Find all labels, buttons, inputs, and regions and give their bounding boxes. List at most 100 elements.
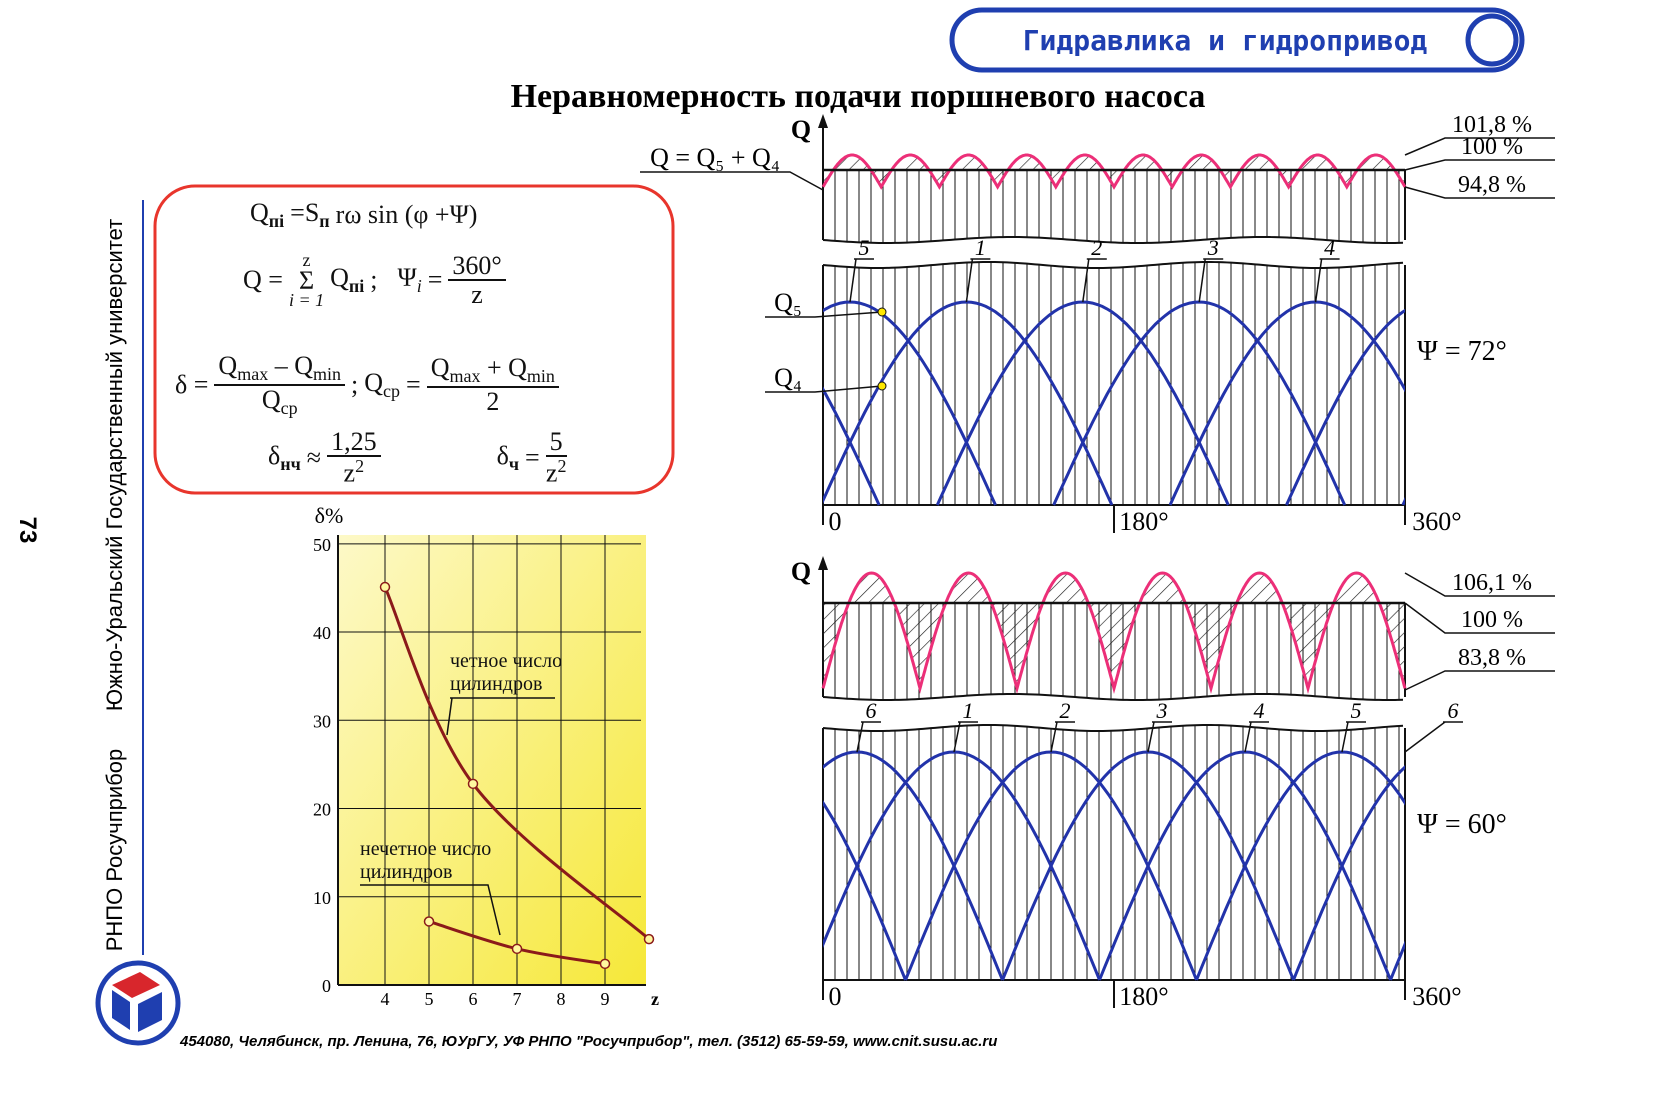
leader (1404, 670, 1555, 691)
x-axis-label: z (651, 989, 659, 1009)
formula-part: Ψ (397, 263, 417, 293)
header-title: Гидравлика и гидропривод (1023, 24, 1428, 57)
piston-label: 5 (859, 235, 870, 260)
series-label: нечетное число цилиндров (360, 838, 492, 883)
leader (1404, 137, 1555, 156)
piston-curve (1519, 302, 1653, 505)
formula-part: i (416, 276, 422, 297)
data-point (599, 958, 611, 970)
formula-part: Q (250, 198, 269, 227)
piston-label: 1 (963, 698, 974, 723)
flow-curve (821, 153, 1407, 190)
formula-box (153, 184, 675, 495)
formula-part: пi (268, 211, 285, 232)
formula-part: ср (383, 381, 401, 402)
box-edge (822, 692, 1404, 701)
formula-part: δ (496, 440, 509, 470)
piston-label: 1 (975, 235, 986, 260)
formula-part: ; (351, 370, 359, 400)
piston-label: 2 (1060, 698, 1071, 723)
formula-part: max (237, 364, 269, 385)
formula-part: min (312, 364, 341, 385)
piston-label: 5 (1351, 698, 1362, 723)
formula-part: ч (508, 453, 519, 474)
piston-curve (823, 800, 907, 981)
piston-label: 3 (1207, 235, 1219, 260)
level-label: 94,8 % (1458, 172, 1526, 198)
page-number: 73 (14, 517, 41, 544)
formula-part: ; (370, 265, 378, 295)
piston-label: 3 (1156, 698, 1168, 723)
formula-4: δнч ≈ 1,25 z2 δч = 5 z2 (268, 428, 567, 487)
axis-label: Q (791, 557, 811, 586)
leader (1314, 258, 1323, 303)
piston-label: 4 (1254, 698, 1265, 723)
data-point (643, 933, 655, 945)
angle-label: 360° (1412, 507, 1461, 536)
x-tick-label: 8 (557, 989, 566, 1009)
leader (965, 258, 974, 303)
piston-label: 6 (866, 698, 877, 723)
phase-label: Ψ = 60° (1417, 809, 1507, 840)
formula-part: ср (280, 398, 298, 419)
formula-part: 2 (557, 456, 567, 477)
formula-part: = (406, 370, 421, 400)
formula-part: δ (268, 440, 281, 470)
piston-curve (823, 386, 881, 506)
leader (1050, 721, 1058, 753)
phase-label: Ψ = 72° (1417, 336, 1507, 367)
y-tick-label: 40 (313, 623, 331, 643)
piston-curve (1389, 940, 1405, 981)
formula-part: z (471, 280, 483, 310)
leader (1404, 602, 1555, 634)
y-tick-label: 0 (322, 976, 331, 996)
leader (765, 311, 883, 318)
data-point (379, 581, 391, 593)
y-tick-label: 30 (313, 711, 331, 731)
point-label: Q₄ (774, 363, 802, 392)
leader (1404, 186, 1555, 199)
page-title: Неравномерность подачи поршневого насоса (511, 78, 1206, 115)
angle-label: 0 (829, 982, 842, 1011)
plot-area (338, 535, 646, 985)
angle-label: 0 (829, 507, 842, 536)
angle-label: 180° (1119, 982, 1168, 1011)
piston-curve (1285, 308, 1405, 506)
sum-label: Q = Q₅ + Q₄ (650, 143, 780, 172)
point (877, 381, 887, 391)
ripple-hatch (823, 573, 1405, 689)
header-circle (1465, 13, 1519, 67)
leader (1404, 572, 1555, 597)
leader (765, 385, 883, 393)
series-label: четное число цилиндров (450, 650, 563, 695)
leader (1404, 721, 1446, 753)
formula-part: ≈ (306, 442, 322, 472)
formula-part: Q (218, 351, 238, 380)
arrow (818, 114, 828, 128)
formula-part: min (526, 366, 555, 387)
x-tick-label: 9 (601, 989, 610, 1009)
angle-label: 360° (1412, 982, 1461, 1011)
formula-part: + Q (486, 353, 527, 383)
leader (856, 721, 864, 753)
formula-part: нч (280, 453, 301, 474)
formula-part: п (319, 211, 330, 232)
formula-part: z (302, 250, 311, 271)
formula-part: z (343, 458, 356, 488)
university: Южно-Уральский Государственный университ… (102, 219, 127, 711)
formula-part: = (525, 442, 540, 472)
formula-part: = (427, 265, 443, 295)
leader (953, 721, 961, 753)
leader (1404, 159, 1555, 171)
data-point (511, 943, 523, 955)
level-label: 101,8 % (1452, 112, 1532, 138)
leader (1198, 258, 1206, 303)
leader (640, 171, 824, 191)
formula-part: Q = (243, 265, 283, 295)
formula-part: rω sin (φ +Ψ) (335, 200, 478, 230)
piston-label: 2 (1091, 235, 1102, 260)
data-point (467, 778, 479, 790)
